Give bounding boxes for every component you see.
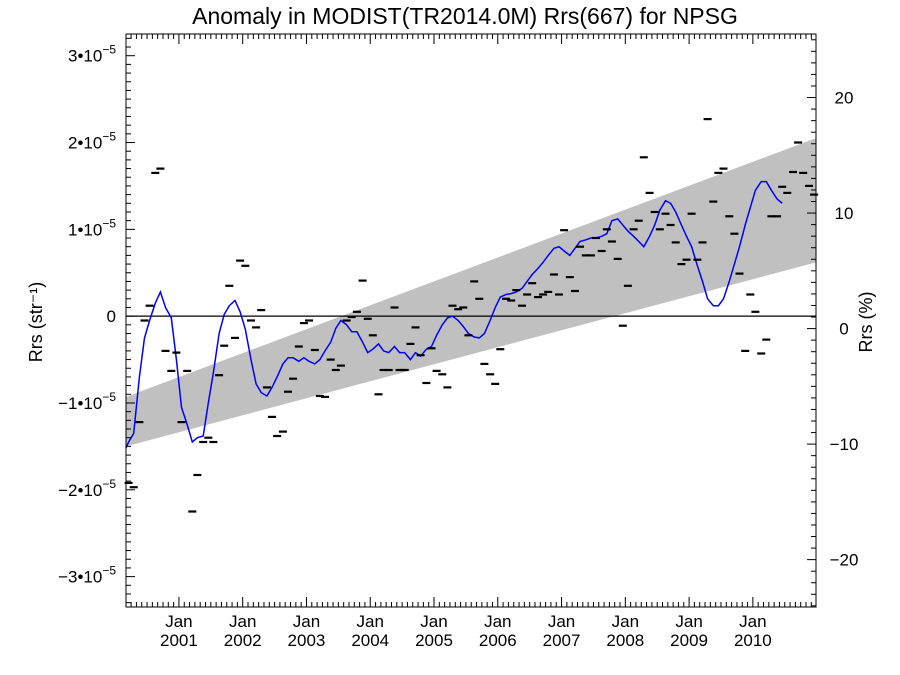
y2-axis-label: Rrs (%) [856,292,876,353]
y-tick-label: −2•10−5 [58,477,116,500]
x-tick-label-year: 2007 [543,631,581,650]
x-tick-label-year: 2006 [479,631,517,650]
y2-tick-label: 20 [835,89,854,108]
y2-tick-label: 10 [835,204,854,223]
smooth-line-layer [125,180,783,449]
y-tick-label: 1•10−5 [68,216,116,239]
y-tick-label: −1•10−5 [58,390,116,413]
x-tick-label-month: Jan [293,612,320,631]
x-tick-label-year: 2010 [734,631,772,650]
x-tick-label-year: 2003 [288,631,326,650]
x-tick-label-month: Jan [612,612,639,631]
x-tick-label-month: Jan [420,612,447,631]
y2-tick-label: 0 [839,320,848,339]
x-tick-label-year: 2009 [670,631,708,650]
x-tick-label-month: Jan [548,612,575,631]
trend-band [126,138,816,447]
x-tick-label-month: Jan [357,612,384,631]
trend-band-layer [126,138,816,447]
x-tick-label-month: Jan [229,612,256,631]
x-tick-label-year: 2002 [224,631,262,650]
y-tick-label: 2•10−5 [68,130,116,153]
chart-title: Anomaly in MODIST(TR2014.0M) Rrs(667) fo… [192,3,738,29]
axes-layer: −3•10−5 −2•10−5 −1•10−5 0 1•10−5 2•10−5 3•10−5… [58,34,858,650]
x-tick-label-year: 2005 [415,631,453,650]
y-tick-label: 0 [107,307,116,326]
y-axis-label: Rrs (str⁻¹) [26,282,46,362]
x-tick-label-month: Jan [484,612,511,631]
x-tick-label-year: 2008 [606,631,644,650]
x-tick-label-month: Jan [165,612,192,631]
y-tick-label: −3•10−5 [58,564,116,587]
x-tick-label-year: 2001 [160,631,198,650]
x-tick-label-month: Jan [739,612,766,631]
data-points-layer [124,117,819,513]
x-tick-label-month: Jan [675,612,702,631]
y2-tick-label: −20 [830,551,859,570]
y-tick-label: 3•10−5 [68,43,116,66]
y2-tick-label: −10 [830,435,859,454]
x-tick-label-year: 2004 [351,631,389,650]
smooth-series-line [125,180,783,449]
